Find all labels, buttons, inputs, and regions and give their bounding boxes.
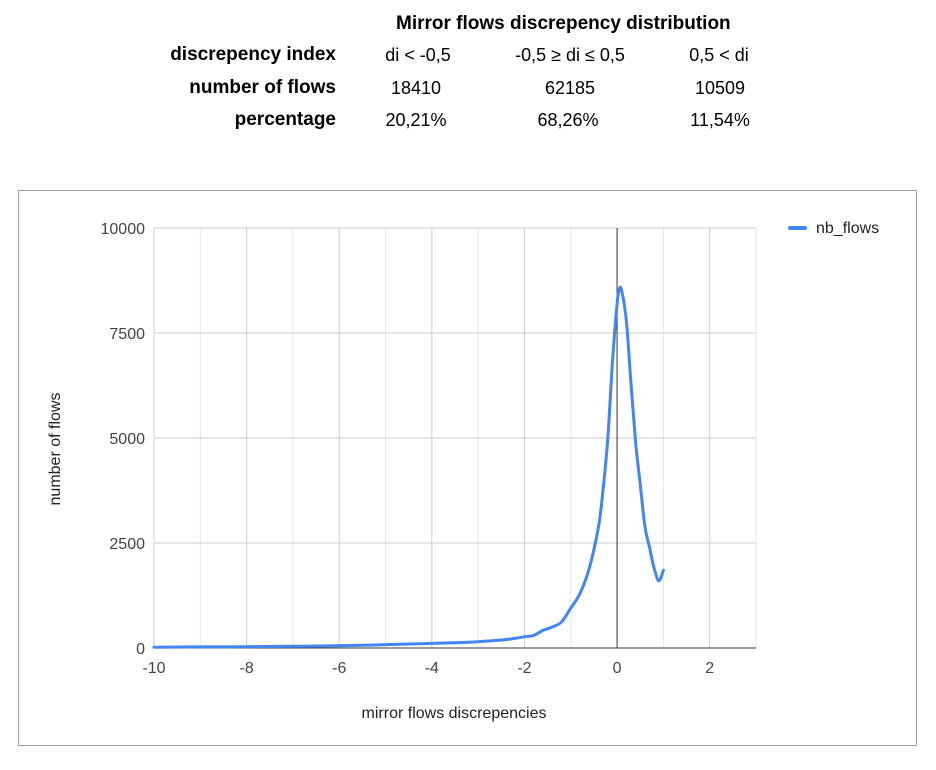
row-label-percentage: percentage [234,109,336,130]
x-tick-label: -8 [239,660,253,677]
x-tick-label: 2 [705,660,714,677]
cell-flows-low: 18410 [390,78,442,98]
summary-title: Mirror flows discrepency distribution [396,13,731,34]
tick-labels: -10 -8 -6 -4 -2 0 2 0 2500 5000 7500 10000 [101,221,715,677]
y-axis-title: number of flows [47,393,64,506]
y-tick-label: 5000 [109,431,145,448]
legend-label-nb-flows: nb_flows [816,220,879,237]
cell-di-high: 0,5 < di [689,45,749,65]
x-tick-label: -2 [517,660,531,677]
cell-flows-mid: 62185 [544,78,596,98]
x-tick-label: -10 [142,660,165,677]
x-tick-label: 0 [613,660,622,677]
cell-di-low: di < -0,5 [385,45,451,65]
x-axis-title: mirror flows discrepencies [362,705,547,722]
y-tick-label: 10000 [101,221,146,238]
row-label-number-of-flows: number of flows [189,77,336,98]
row-label-discrepency-index: discrepency index [170,44,336,65]
legend[interactable]: nb_flows [788,220,879,237]
grid [153,227,757,648]
cell-pct-mid: 68,26% [537,110,599,130]
y-tick-label: 0 [136,641,145,658]
series-line-nb-flows [152,285,665,649]
cell-pct-low: 20,21% [385,110,447,130]
series [152,285,665,649]
cell-di-mid: -0,5 ≥ di ≤ 0,5 [515,45,625,65]
line-chart: -10 -8 -6 -4 -2 0 2 0 2500 5000 7500 10000 mirror f… [47,220,879,722]
cell-flows-high: 10509 [694,78,746,98]
cell-pct-high: 11,54% [690,110,750,130]
x-tick-label: -4 [425,660,439,677]
y-tick-label: 7500 [109,326,145,343]
chart-frame: -10 -8 -6 -4 -2 0 2 0 2500 5000 7500 10000 mirror f… [18,190,917,746]
x-tick-label: -6 [332,660,346,677]
y-tick-label: 2500 [109,536,145,553]
